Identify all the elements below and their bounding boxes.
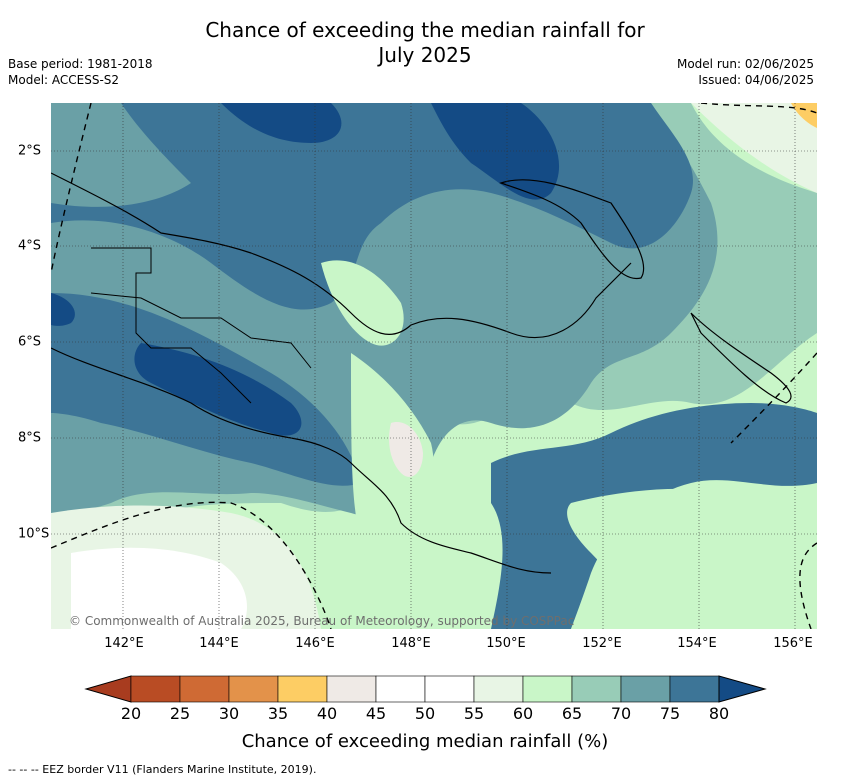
lon-tick: 148°E bbox=[391, 636, 431, 651]
colorbar-label: 20 bbox=[120, 704, 142, 723]
colorbar-label: 50 bbox=[414, 704, 436, 723]
gridlines bbox=[51, 103, 817, 629]
contour-ne bbox=[691, 103, 817, 193]
lat-tick: 2°S bbox=[18, 143, 42, 159]
issued-date: Issued: 04/06/2025 bbox=[698, 73, 814, 87]
base-period: Base period: 1981-2018 bbox=[8, 57, 153, 71]
rainfall-map bbox=[51, 103, 817, 629]
contour-above-80 bbox=[221, 103, 342, 143]
contour-above-80-4 bbox=[51, 293, 75, 326]
title-line-1: Chance of exceeding the median rainfall … bbox=[205, 18, 645, 42]
lat-tick: 6°S bbox=[18, 334, 42, 350]
colorbar-cell bbox=[130, 675, 181, 703]
colorbar-cell bbox=[669, 675, 720, 703]
colorbar-extend-low bbox=[84, 675, 132, 703]
colorbar-label: 25 bbox=[169, 704, 191, 723]
contour-35-ne bbox=[791, 103, 817, 128]
colorbar-cell bbox=[473, 675, 524, 703]
colorbar-label: 70 bbox=[610, 704, 632, 723]
colorbar-label: 55 bbox=[463, 704, 485, 723]
colorbar-extend-high bbox=[718, 675, 767, 703]
colorbar-label: 80 bbox=[708, 704, 730, 723]
colorbar-cell bbox=[326, 675, 377, 703]
lon-tick: 146°E bbox=[295, 636, 335, 651]
colorbar-cell bbox=[375, 675, 426, 703]
contour-65-central bbox=[351, 353, 434, 581]
lon-tick: 152°E bbox=[582, 636, 622, 651]
lon-tick: 144°E bbox=[199, 636, 239, 651]
title-line-2: July 2025 bbox=[378, 43, 472, 67]
contour-65-east bbox=[567, 488, 817, 629]
island-outline bbox=[499, 179, 792, 404]
model-run: Model run: 02/06/2025 bbox=[676, 57, 814, 71]
colorbar-label: 30 bbox=[218, 704, 240, 723]
contour-above-80-3 bbox=[134, 343, 302, 436]
colorbar-label: 75 bbox=[659, 704, 681, 723]
colorbar-title: Chance of exceeding median rainfall (%) bbox=[241, 731, 609, 752]
eez-legend-note: -- -- -- EEZ border V11 (Flanders Marine… bbox=[8, 763, 317, 776]
colorbar-cell bbox=[277, 675, 328, 703]
colorbar-cell bbox=[179, 675, 230, 703]
lat-tick: 10°S bbox=[18, 526, 50, 542]
lat-tick: 8°S bbox=[18, 430, 42, 446]
model-name: Model: ACCESS-S2 bbox=[8, 73, 120, 87]
lon-tick: 156°E bbox=[773, 636, 813, 651]
chart-title: Chance of exceeding the median rainfall … bbox=[0, 18, 850, 68]
colorbar-cell bbox=[424, 675, 475, 703]
meta-left: Base period: 1981-2018 Model: ACCESS-S2 bbox=[8, 56, 153, 88]
contour-50-center bbox=[389, 422, 423, 477]
colorbar-cell bbox=[571, 675, 622, 703]
lat-tick: 4°S bbox=[18, 238, 42, 254]
colorbar-label: 60 bbox=[512, 704, 534, 723]
eez-border bbox=[51, 103, 817, 629]
coastline bbox=[51, 172, 632, 574]
meta-right: Model run: 02/06/2025 Issued: 04/06/2025 bbox=[677, 56, 814, 88]
contour-80-east bbox=[491, 403, 817, 629]
lon-tick: 150°E bbox=[486, 636, 526, 651]
colorbar-label: 35 bbox=[267, 704, 289, 723]
copyright: © Commonwealth of Australia 2025, Bureau… bbox=[69, 614, 575, 628]
map-canvas bbox=[51, 103, 817, 629]
colorbar-label: 45 bbox=[365, 704, 387, 723]
province-borders bbox=[90, 247, 312, 404]
colorbar-cell bbox=[522, 675, 573, 703]
lon-tick: 154°E bbox=[677, 636, 717, 651]
contour-50-sw bbox=[71, 547, 247, 629]
lon-tick: 142°E bbox=[104, 636, 144, 651]
colorbar-cell bbox=[228, 675, 279, 703]
contour-65-center bbox=[321, 260, 404, 346]
colorbar-cell bbox=[620, 675, 671, 703]
colorbar-label: 65 bbox=[561, 704, 583, 723]
colorbar-label: 40 bbox=[316, 704, 338, 723]
